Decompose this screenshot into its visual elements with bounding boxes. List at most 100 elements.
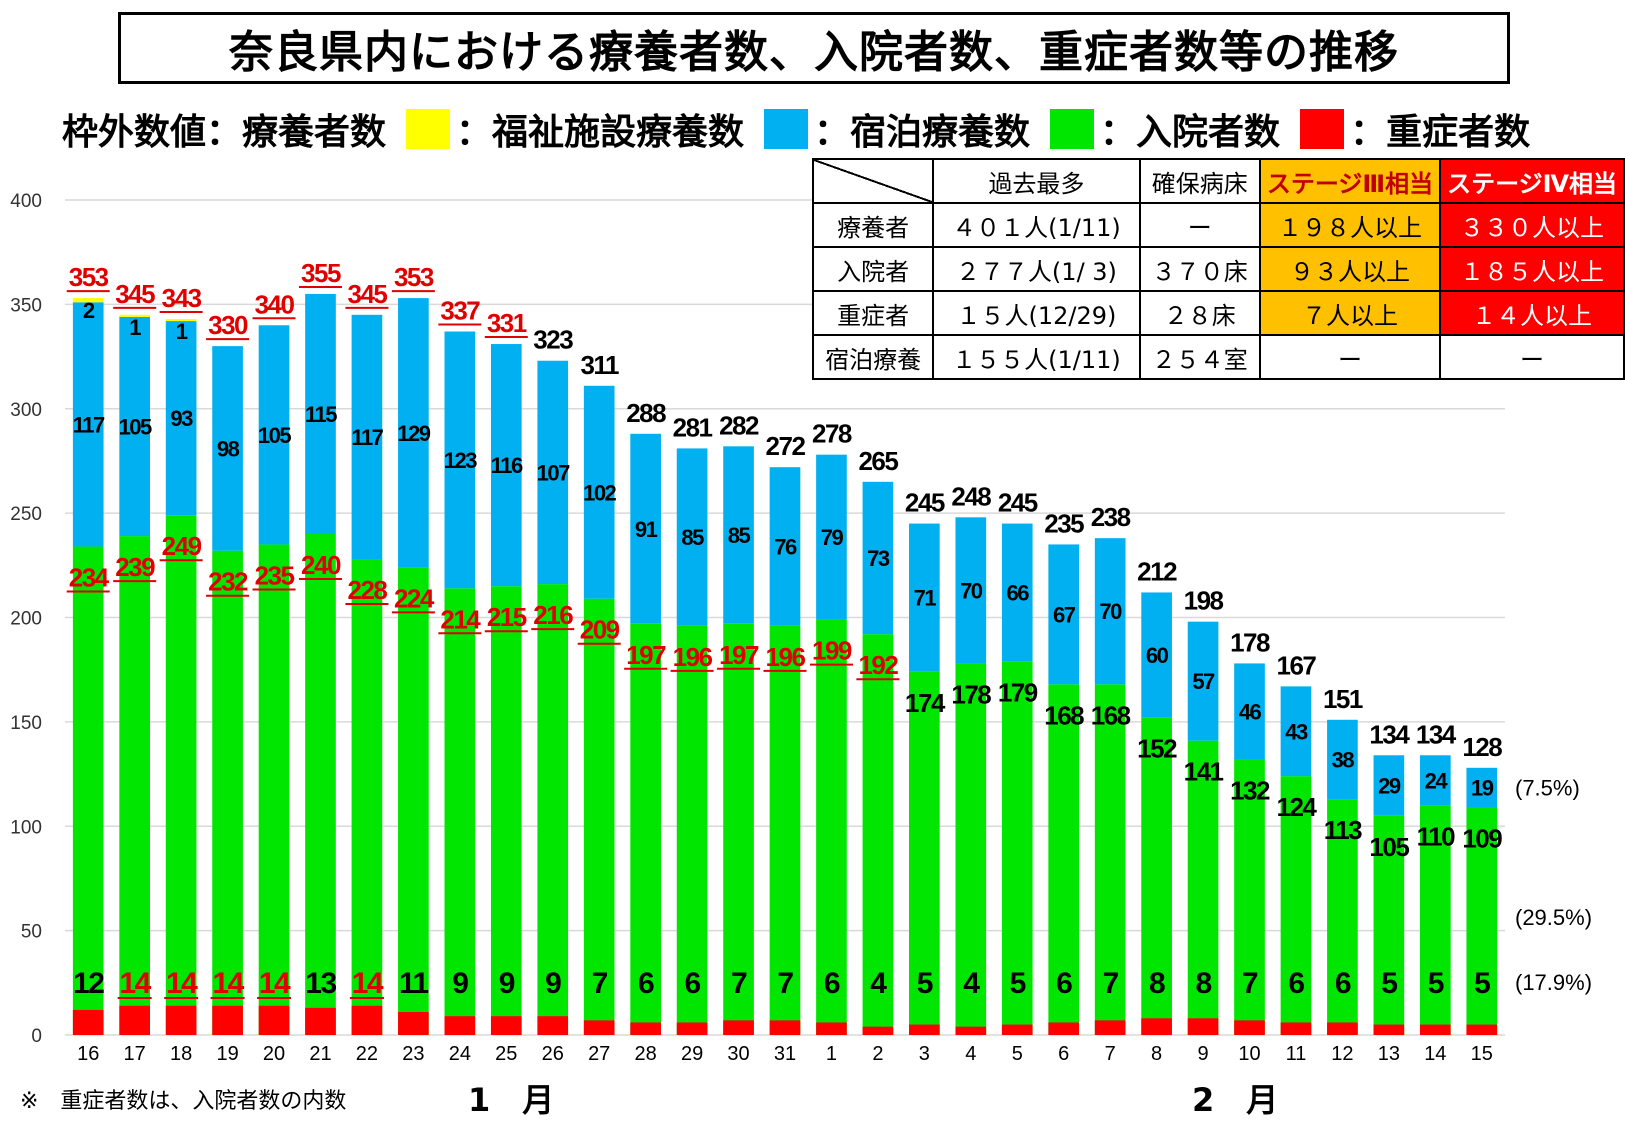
bar-hospital xyxy=(258,544,290,1035)
bar-severe xyxy=(1141,1018,1172,1035)
x-tick-label: 4 xyxy=(965,1043,976,1065)
legend-swatch-hotel xyxy=(764,109,809,149)
bar-hotel xyxy=(1373,755,1405,816)
severe-value-label: 5 xyxy=(1381,967,1397,1000)
bar-hotel xyxy=(444,331,476,589)
bar-severe xyxy=(119,1005,151,1035)
y-tick-label: 100 xyxy=(10,817,42,838)
footnote: ※ 重症者数は、入院者数の内数 xyxy=(20,1089,347,1114)
bar-hotel xyxy=(398,298,429,568)
annotation-severe-pct: (17.9%) xyxy=(1515,970,1592,995)
hospital-value-label: 168 xyxy=(1091,700,1131,730)
severe-value-label: 5 xyxy=(1428,967,1444,1000)
cell-stage4: １８５人以上 xyxy=(1439,246,1625,292)
hotel-value-label: 73 xyxy=(867,546,890,571)
bar-hospital xyxy=(490,586,522,1035)
bar-hospital xyxy=(537,584,569,1035)
annotation-hotel-pct: (7.5%) xyxy=(1515,776,1580,801)
bar-hotel xyxy=(862,481,894,635)
bar-hospital xyxy=(630,623,661,1035)
hospital-value-label: 234 xyxy=(69,563,110,593)
y-tick-label: 150 xyxy=(10,713,42,734)
bar-hospital xyxy=(1234,759,1265,1035)
hotel-value-label: 38 xyxy=(1332,747,1355,772)
bar-hospital xyxy=(816,619,847,1035)
hotel-value-label: 24 xyxy=(1425,768,1449,793)
total-value-label: 245 xyxy=(998,488,1038,518)
cell-stage4: ３３０人以上 xyxy=(1439,202,1625,248)
bar-severe xyxy=(1419,1024,1451,1035)
y-tick-label: 250 xyxy=(10,504,42,525)
total-value-label: 238 xyxy=(1091,502,1131,532)
bar-severe xyxy=(862,1026,894,1035)
month-label-feb: 2 月 xyxy=(1192,1081,1279,1119)
x-tick-label: 5 xyxy=(1012,1043,1023,1065)
x-tick-label: 6 xyxy=(1058,1043,1069,1065)
bar-severe xyxy=(305,1007,336,1035)
table-header-row: 過去最多 確保病床 ステージⅢ相当 ステージⅣ相当 xyxy=(811,158,1625,204)
bar-severe xyxy=(816,1022,847,1035)
x-tick-label: 20 xyxy=(263,1043,285,1065)
bar-hotel xyxy=(769,467,801,626)
x-tick-label: 26 xyxy=(542,1043,564,1065)
bar-hotel xyxy=(305,293,336,534)
severe-value-label: 13 xyxy=(305,967,336,1000)
bar-severe xyxy=(165,1005,197,1035)
cell-stage3: ９３人以上 xyxy=(1258,246,1442,292)
bar-hospital xyxy=(1094,684,1126,1035)
hospital-value-label: 209 xyxy=(580,615,620,645)
bar-severe xyxy=(1234,1020,1265,1035)
severe-value-label: 11 xyxy=(399,967,429,1000)
severe-value-label: 12 xyxy=(73,967,104,1000)
table-corner-cell xyxy=(811,158,935,204)
bar-hospital xyxy=(1280,776,1312,1035)
bar-hotel xyxy=(1001,523,1033,662)
total-value-label: 235 xyxy=(1044,508,1084,538)
bar-hospital xyxy=(1327,799,1358,1035)
severe-value-label: 14 xyxy=(166,967,198,1000)
hospital-value-label: 235 xyxy=(255,560,295,590)
total-value-label: 248 xyxy=(951,481,991,511)
x-tick-label: 15 xyxy=(1471,1043,1493,1065)
x-tick-label: 29 xyxy=(681,1043,703,1065)
bar-severe xyxy=(1001,1024,1033,1035)
bar-severe xyxy=(1094,1020,1126,1035)
bar-severe xyxy=(676,1022,708,1035)
total-value-label: 151 xyxy=(1323,684,1363,714)
bar-hotel xyxy=(351,314,383,560)
hospital-value-label: 199 xyxy=(812,636,852,666)
hospital-value-label: 168 xyxy=(1044,700,1084,730)
x-tick-label: 22 xyxy=(356,1043,378,1065)
severe-value-label: 6 xyxy=(638,967,654,1000)
row-label: 療養者 xyxy=(811,202,935,248)
bar-hospital xyxy=(583,598,615,1035)
hospital-value-label: 216 xyxy=(533,600,573,630)
bar-welfare xyxy=(72,298,104,303)
bar-hospital xyxy=(862,634,894,1035)
hotel-value-label: 85 xyxy=(728,523,751,548)
total-value-label: 134 xyxy=(1416,719,1457,749)
bar-severe xyxy=(1327,1022,1358,1035)
bar-hotel xyxy=(537,360,569,585)
x-tick-label: 17 xyxy=(124,1043,146,1065)
x-tick-label: 27 xyxy=(588,1043,610,1065)
bar-hotel xyxy=(72,302,104,547)
total-value-label: 343 xyxy=(162,283,202,313)
x-tick-label: 2 xyxy=(872,1043,883,1065)
cell-max: ４０１人(1/11) xyxy=(932,202,1141,248)
bar-hotel xyxy=(1048,544,1080,685)
hospital-value-label: 249 xyxy=(162,531,202,561)
severe-value-label: 8 xyxy=(1195,967,1211,1000)
bar-hospital xyxy=(351,559,383,1035)
bar-severe xyxy=(212,1005,243,1035)
header-stage4: ステージⅣ相当 xyxy=(1439,158,1625,204)
x-tick-label: 12 xyxy=(1331,1043,1353,1065)
cell-stage4: １４人以上 xyxy=(1439,290,1625,336)
hotel-value-label: 107 xyxy=(537,460,570,485)
severe-value-label: 5 xyxy=(917,967,933,1000)
total-value-label: 178 xyxy=(1230,627,1270,657)
bar-hotel xyxy=(1280,686,1312,777)
cell-stage4: ー xyxy=(1439,334,1625,380)
severe-value-label: 14 xyxy=(352,967,384,1000)
